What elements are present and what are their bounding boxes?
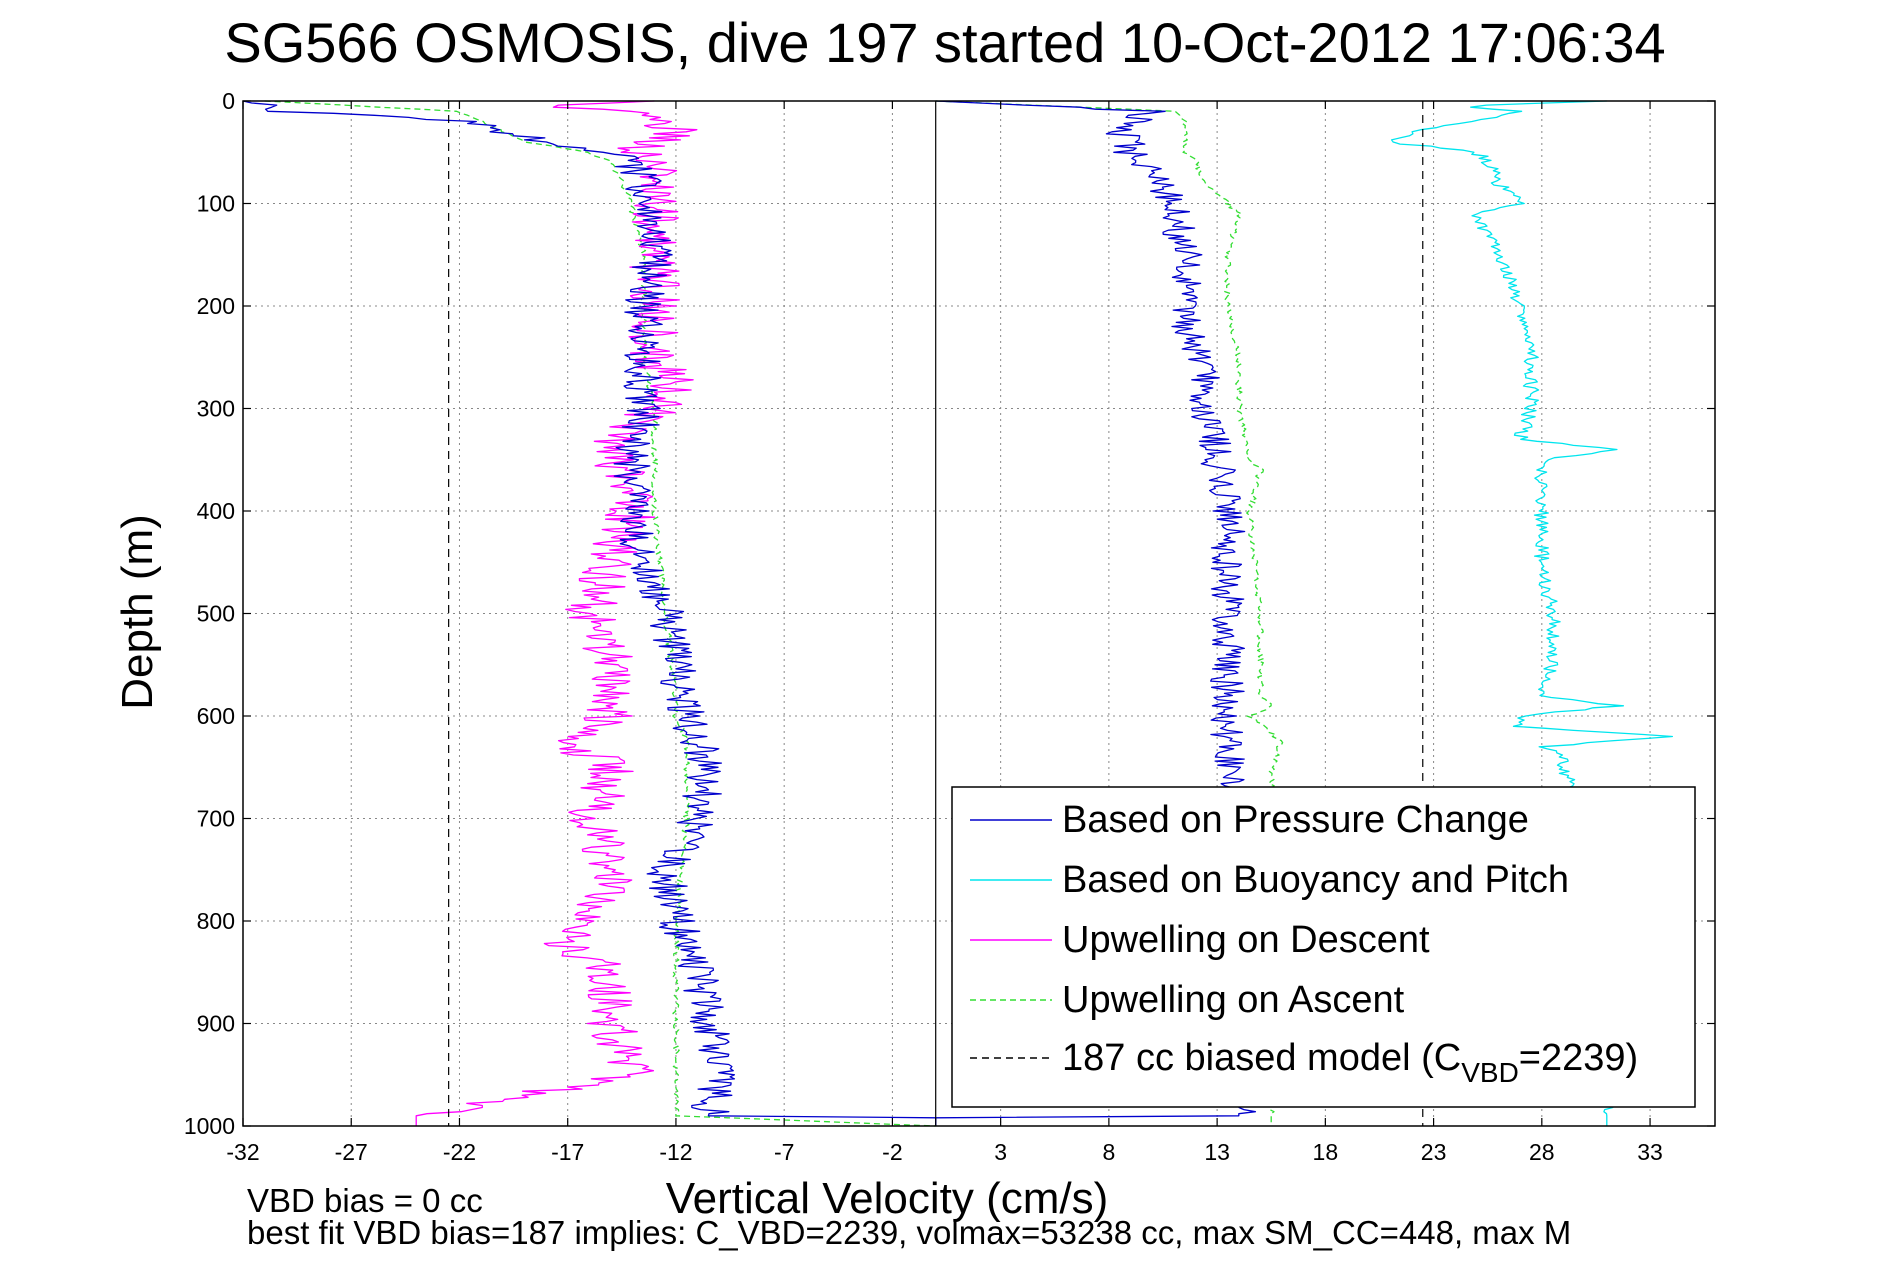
legend-label-model: 187 cc biased model (CVBD=2239) <box>1062 1037 1638 1088</box>
y-tick-label: 700 <box>197 806 235 832</box>
upwelling-ascent-descent-leg <box>264 100 936 1127</box>
chart-title: SG566 OSMOSIS, dive 197 started 10-Oct-2… <box>224 11 1665 74</box>
y-tick-label: 900 <box>197 1011 235 1037</box>
x-tick-label: -12 <box>659 1139 692 1165</box>
y-tick-label: 1000 <box>184 1113 235 1139</box>
x-tick-label: -2 <box>882 1139 902 1165</box>
legend-label: Based on Buoyancy and Pitch <box>1062 859 1569 901</box>
upwelling-ascent-ascent-leg <box>935 100 1284 1126</box>
legend-label: Upwelling on Descent <box>1062 919 1430 961</box>
y-tick-label: 200 <box>197 293 235 319</box>
best-fit-note: best fit VBD bias=187 implies: C_VBD=223… <box>247 1214 1571 1251</box>
y-tick-label: 800 <box>197 908 235 934</box>
legend-label: Upwelling on Ascent <box>1062 979 1405 1021</box>
x-tick-label: -32 <box>226 1139 259 1165</box>
pressure-change-descent-line <box>242 100 937 1126</box>
x-tick-label: 33 <box>1637 1139 1663 1165</box>
x-tick-label: 13 <box>1204 1139 1230 1165</box>
x-tick-label: 18 <box>1313 1139 1339 1165</box>
x-tick-label: -27 <box>335 1139 368 1165</box>
x-tick-label: -22 <box>443 1139 476 1165</box>
x-tick-labels: -32 -27 -22 -17 -12 -7 -2 3 8 13 18 23 28 33 <box>226 101 1663 1165</box>
y-tick-label: 400 <box>197 498 235 524</box>
y-tick-labels: 0 100 200 300 400 500 600 700 800 900 1000 <box>184 88 1715 1139</box>
y-axis-label: Depth (m) <box>113 514 162 710</box>
vbd-bias-note: VBD bias = 0 cc <box>247 1182 483 1219</box>
x-tick-label: 3 <box>994 1139 1007 1165</box>
x-tick-label: -17 <box>551 1139 584 1165</box>
x-tick-label: 8 <box>1102 1139 1115 1165</box>
legend-items: Based on Pressure Change Based on Buoyanc… <box>970 799 1638 1088</box>
y-tick-label: 300 <box>197 396 235 422</box>
x-tick-label: 28 <box>1529 1139 1555 1165</box>
x-tick-label: 23 <box>1421 1139 1447 1165</box>
y-tick-label: 100 <box>197 191 235 217</box>
y-tick-label: 500 <box>197 601 235 627</box>
upwelling-descent-line <box>415 100 698 1126</box>
x-axis-label: Vertical Velocity (cm/s) <box>666 1174 1109 1223</box>
y-tick-label: 600 <box>197 703 235 729</box>
legend: Based on Pressure Change Based on Buoyanc… <box>951 786 1696 1108</box>
legend-label: Based on Pressure Change <box>1062 799 1529 841</box>
y-tick-label: 0 <box>222 88 235 114</box>
legend-box <box>951 786 1696 1108</box>
x-tick-label: -7 <box>774 1139 794 1165</box>
